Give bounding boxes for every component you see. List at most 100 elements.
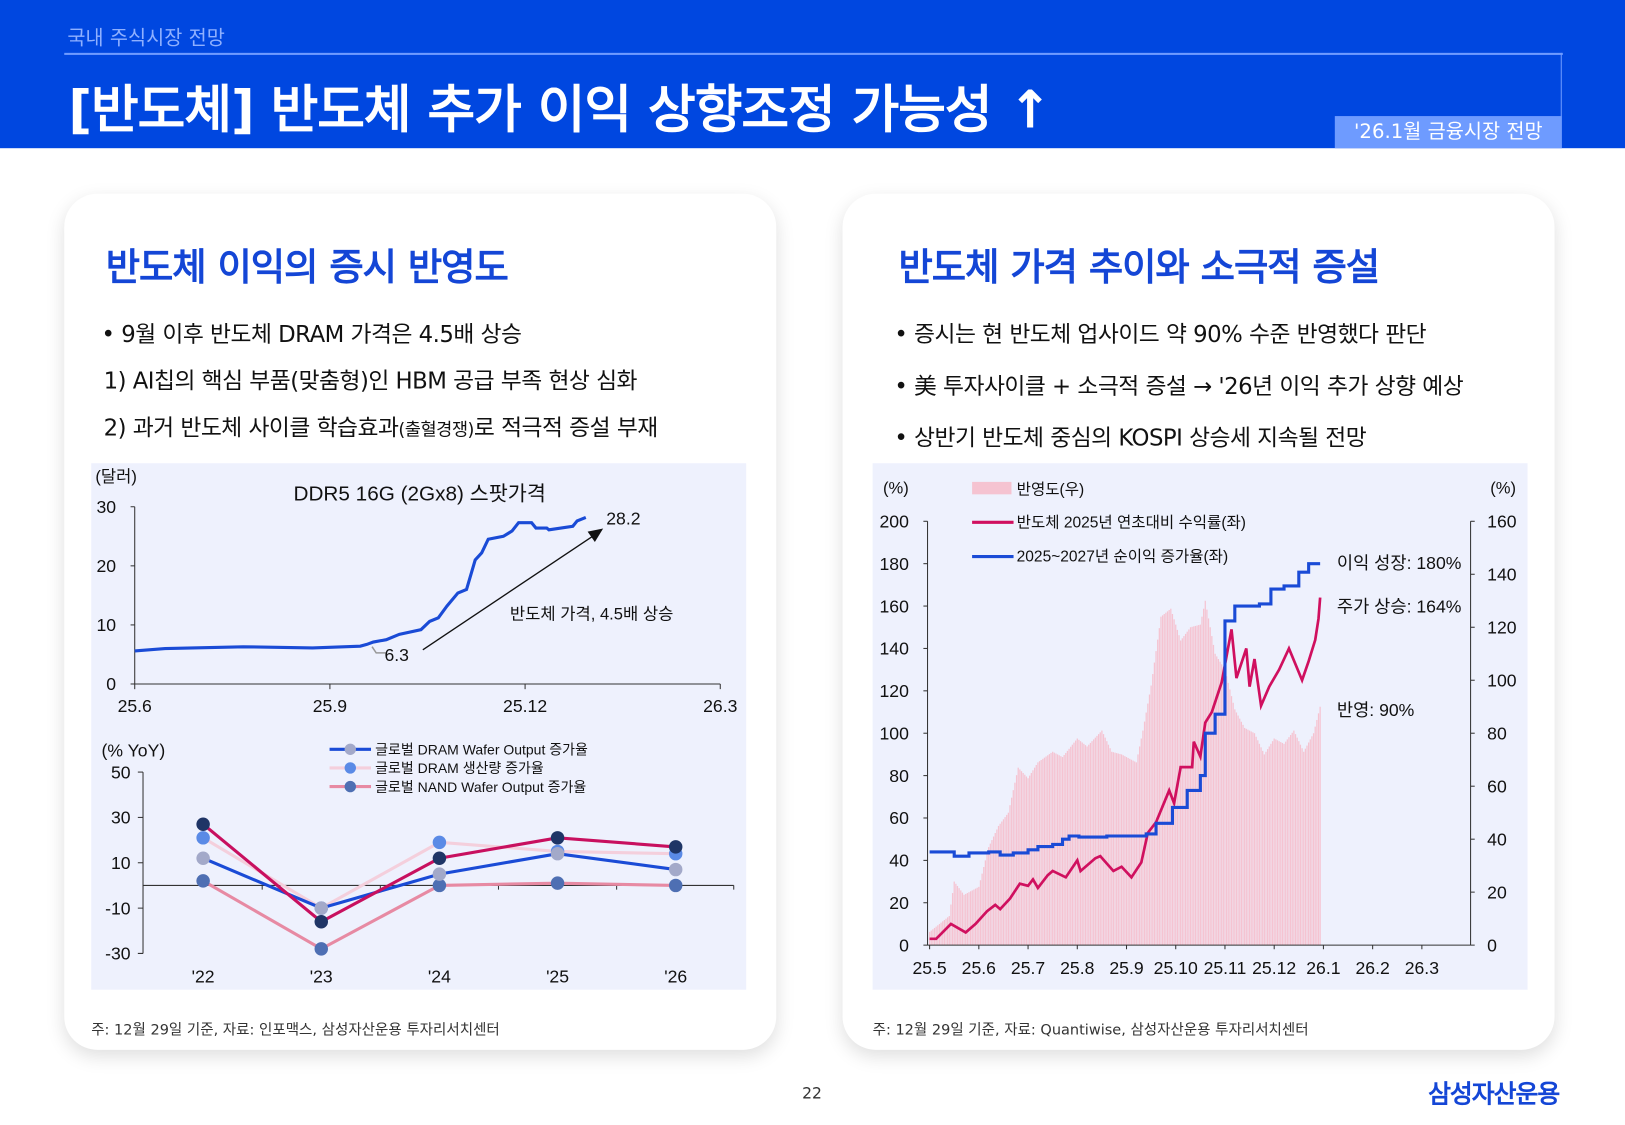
reflection-bar bbox=[992, 836, 995, 946]
reflection-bar bbox=[1188, 629, 1190, 946]
reflection-bar bbox=[1186, 631, 1188, 946]
left-tick-label: 60 bbox=[889, 808, 909, 828]
left-chart-area: (달러) DDR5 16G (2Gx8) 스팟가격 0 10 20 30 25.6 25.9 2… bbox=[91, 463, 747, 990]
series-0-point bbox=[196, 851, 210, 865]
reflection-bar bbox=[1086, 746, 1088, 946]
reflection-bar bbox=[1089, 742, 1092, 946]
right-tick-label: 120 bbox=[1487, 617, 1517, 637]
reflection-bar bbox=[1311, 736, 1313, 946]
reflection-bar bbox=[1070, 746, 1072, 946]
reflection-bar bbox=[1221, 664, 1223, 946]
reflection-bar bbox=[1244, 727, 1246, 946]
reflection-bar bbox=[1163, 614, 1165, 946]
reflection-bar bbox=[1312, 733, 1315, 946]
right-axis-unit: (%) bbox=[1490, 478, 1516, 497]
reflection-bar bbox=[1125, 757, 1128, 946]
x-tick-label: 25.8 bbox=[1060, 958, 1094, 978]
annotation-earnings: 이익 성장: 180% bbox=[1337, 553, 1462, 573]
reflection-bar bbox=[935, 926, 937, 946]
y-axis-unit: (달러) bbox=[95, 467, 137, 486]
bullet-1: • 9월 이후 반도체 DRAM 가격은 4.5배 상승 bbox=[101, 322, 522, 349]
reflection-bar bbox=[1058, 755, 1060, 946]
reflection-bar bbox=[1048, 754, 1051, 946]
reflection-bar bbox=[1161, 615, 1164, 946]
reflection-bar bbox=[989, 843, 991, 946]
x-tick-label: 26.3 bbox=[703, 696, 737, 716]
reflection-bar bbox=[1270, 743, 1272, 946]
reflection-bar bbox=[970, 891, 972, 946]
reflection-bar bbox=[1117, 753, 1119, 946]
end-value-label: 28.2 bbox=[606, 508, 640, 528]
reflection-bar bbox=[1299, 744, 1302, 946]
x-tick-label: 25.9 bbox=[313, 696, 347, 716]
reflection-bar bbox=[1155, 651, 1157, 946]
reflection-bar bbox=[1111, 751, 1113, 946]
legend-marker bbox=[344, 780, 356, 793]
x-tick-label: 25.6 bbox=[962, 958, 996, 978]
reflection-bar bbox=[1178, 635, 1180, 946]
reflection-bar bbox=[983, 867, 985, 946]
reflection-bar bbox=[1119, 753, 1121, 946]
reflection-bar bbox=[1047, 755, 1049, 946]
bullet-3: 2) 과거 반도체 사이클 학습효과(출혈경쟁)로 적극적 증설 부재 bbox=[104, 409, 659, 442]
earnings-growth-step-line bbox=[929, 562, 1321, 858]
reflection-bar bbox=[1271, 741, 1274, 946]
reflection-bar bbox=[1158, 628, 1160, 946]
reflection-bar bbox=[1038, 761, 1041, 946]
y-tick-label: 20 bbox=[96, 556, 116, 576]
left-tick-label: 160 bbox=[879, 596, 909, 616]
page-number: 22 bbox=[802, 1084, 822, 1103]
arrow-head-icon bbox=[587, 528, 604, 543]
reflection-bar bbox=[997, 825, 1000, 946]
series-0-point bbox=[550, 846, 565, 861]
reflection-bar bbox=[1127, 757, 1129, 946]
x-tick-label: 25.11 bbox=[1204, 958, 1247, 978]
reflection-bar bbox=[1112, 752, 1115, 946]
reflection-bar bbox=[1020, 771, 1023, 946]
y-tick-label: 10 bbox=[96, 615, 116, 635]
x-tick-label: '24 bbox=[428, 966, 451, 986]
reflection-bar bbox=[1045, 756, 1047, 946]
series-2-point bbox=[314, 942, 329, 956]
reflection-bar bbox=[1061, 757, 1064, 946]
x-tick-label: 25.12 bbox=[503, 696, 547, 716]
reflection-bar bbox=[1124, 756, 1126, 946]
series-3-point bbox=[432, 851, 447, 865]
reflection-bar bbox=[1260, 747, 1262, 946]
series-2-point bbox=[668, 878, 683, 893]
left-card-title: 반도체 이익의 증시 반영도 bbox=[105, 246, 509, 290]
reflection-bar bbox=[1201, 616, 1203, 946]
reflection-bar bbox=[1015, 775, 1018, 946]
series-0-point bbox=[314, 901, 329, 915]
reflection-bar bbox=[1296, 737, 1298, 946]
start-value-leader bbox=[371, 646, 386, 654]
series-2-point bbox=[432, 878, 447, 893]
reflection-bar bbox=[1145, 712, 1147, 946]
header-bar: 국내 주식시장 전망 [반도체] 반도체 추가 이익 상향조정 가능성 ↑ '2… bbox=[0, 0, 1625, 149]
reflection-bar bbox=[1011, 797, 1013, 946]
x-tick-label: '22 bbox=[192, 966, 215, 986]
reflection-bar bbox=[1052, 751, 1054, 946]
left-footnote: 주: 12월 29일 기준, 자료: 인포맥스, 삼성자산운용 투자리서치센터 bbox=[91, 1021, 500, 1039]
reflection-bar bbox=[1050, 752, 1052, 946]
reflection-bar bbox=[1157, 639, 1159, 946]
header-divider-vertical bbox=[1560, 52, 1562, 149]
reflection-bar bbox=[1224, 669, 1226, 946]
reflection-bar bbox=[999, 823, 1001, 946]
reflection-bar bbox=[1255, 736, 1257, 946]
reflection-bar bbox=[1193, 626, 1195, 946]
left-tick-label: 120 bbox=[879, 681, 909, 701]
x-tick-label: 25.6 bbox=[118, 696, 152, 716]
reflection-bar bbox=[1093, 739, 1095, 946]
right-tick-label: 20 bbox=[1487, 882, 1507, 902]
reflection-bar bbox=[1078, 739, 1080, 946]
reflection-bar bbox=[1283, 743, 1285, 946]
reflection-bar bbox=[1030, 772, 1032, 946]
series-3-point bbox=[668, 840, 683, 854]
x-tick-label: '26 bbox=[664, 966, 687, 986]
reflection-bar bbox=[1097, 734, 1100, 946]
reflection-bar bbox=[955, 883, 957, 946]
reflection-bar bbox=[994, 833, 996, 946]
right-footnote: 주: 12월 29일 기준, 자료: Quantiwise, 삼성자산운용 투자… bbox=[872, 1021, 1309, 1039]
